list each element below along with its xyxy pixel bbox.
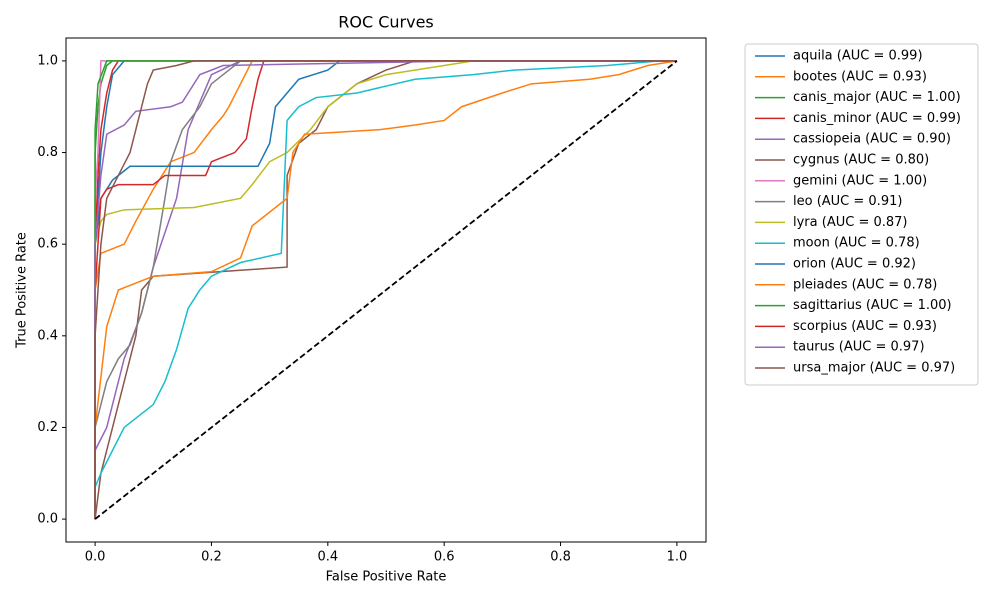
roc-curve: [94, 60, 677, 520]
legend-label: aquila (AUC = 0.99): [793, 49, 923, 64]
plot-frame: [65, 37, 707, 543]
x-tick-label: 0.6: [434, 550, 455, 565]
x-tick-label: 0.8: [550, 550, 571, 565]
legend-label: canis_major (AUC = 1.00): [793, 90, 961, 105]
roc-curve: [94, 60, 677, 520]
roc-curve: [94, 60, 677, 520]
y-axis-label: True Positive Rate: [15, 232, 30, 349]
x-tick-label: 0.0: [85, 550, 106, 565]
legend-label: cygnus (AUC = 0.80): [793, 153, 929, 168]
y-tick-label: 0.2: [37, 420, 58, 435]
x-tick-label: 1.0: [667, 550, 688, 565]
legend-label: moon (AUC = 0.78): [793, 236, 920, 251]
legend-label: taurus (AUC = 0.97): [793, 340, 925, 355]
legend-label: gemini (AUC = 1.00): [793, 173, 927, 188]
y-tick-label: 0.4: [37, 328, 58, 343]
legend-label: ursa_major (AUC = 0.97): [793, 361, 955, 376]
y-tick-label: 0.0: [37, 512, 58, 527]
legend-label: canis_minor (AUC = 0.99): [793, 111, 961, 126]
legend-label: bootes (AUC = 0.93): [793, 69, 927, 84]
legend-label: leo (AUC = 0.91): [793, 194, 902, 209]
x-axis-label: False Positive Rate: [326, 570, 447, 585]
y-tick-label: 1.0: [37, 53, 58, 68]
legend-label: lyra (AUC = 0.87): [793, 215, 907, 230]
roc-curve: [94, 60, 677, 520]
roc-curve: [94, 60, 678, 520]
roc-curve: [94, 60, 677, 520]
legend-label: orion (AUC = 0.92): [793, 257, 916, 272]
roc-curve: [94, 60, 677, 520]
roc-curve: [94, 60, 677, 520]
reference-line: [94, 60, 678, 520]
x-tick-label: 0.4: [317, 550, 338, 565]
chart-title: ROC Curves: [338, 13, 434, 32]
legend-label: pleiades (AUC = 0.78): [793, 277, 937, 292]
legend-box: [744, 43, 979, 386]
x-tick-label: 0.2: [201, 550, 222, 565]
legend-label: cassiopeia (AUC = 0.90): [793, 132, 951, 147]
y-tick-label: 0.6: [37, 237, 58, 252]
legend-label: sagittarius (AUC = 1.00): [793, 298, 952, 313]
legend-label: scorpius (AUC = 0.93): [793, 319, 937, 334]
y-tick-label: 0.8: [37, 145, 58, 160]
